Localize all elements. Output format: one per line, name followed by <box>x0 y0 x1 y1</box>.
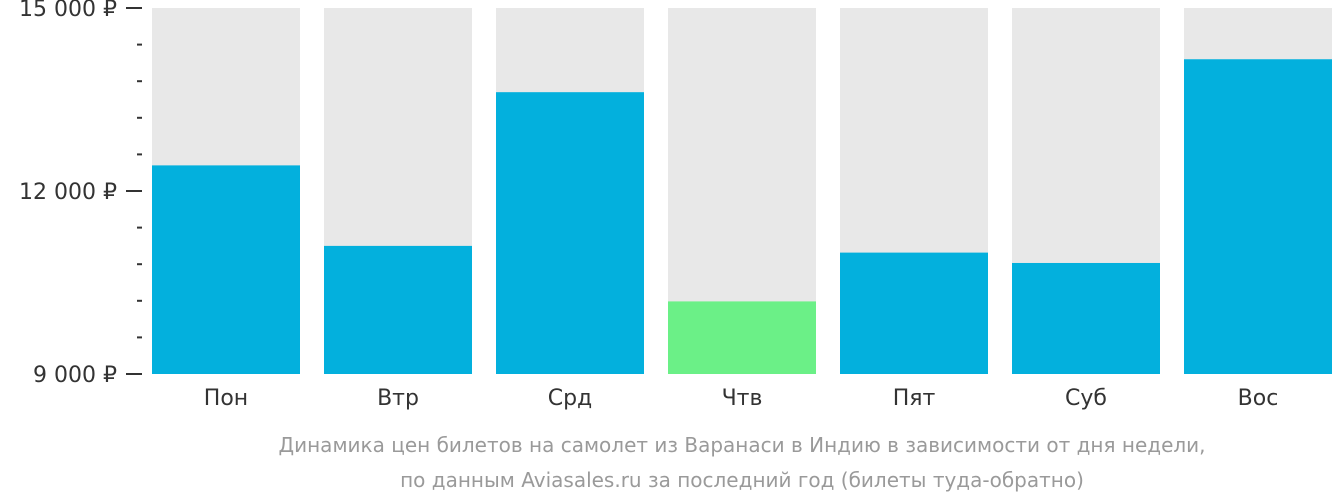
bar <box>152 165 300 374</box>
bar <box>324 245 472 374</box>
x-tick-label: Втр <box>377 386 419 411</box>
y-tick-label: 12 000 ₽ <box>19 180 117 205</box>
bar <box>840 252 988 374</box>
x-tick-label: Пон <box>204 386 248 411</box>
y-tick-label: 9 000 ₽ <box>33 363 117 388</box>
x-axis-labels: Пон Втр Срд Чтв Пят Суб Вос <box>204 386 1279 411</box>
bar <box>1184 59 1332 375</box>
x-tick-label: Вос <box>1238 386 1279 411</box>
caption-line-2: по данным Aviasales.ru за последний год … <box>400 468 1084 492</box>
y-axis: 9 000 ₽ 12 000 ₽ 15 000 ₽ <box>19 0 142 388</box>
bar <box>1012 262 1160 374</box>
x-tick-label: Чтв <box>722 386 763 411</box>
x-tick-label: Пят <box>893 386 936 411</box>
x-tick-label: Суб <box>1065 386 1107 411</box>
y-tick-label: 15 000 ₽ <box>19 0 117 22</box>
bar <box>668 301 816 374</box>
caption-line-1: Динамика цен билетов на самолет из Варан… <box>278 433 1205 457</box>
bars <box>152 59 1332 375</box>
x-tick-label: Срд <box>548 386 593 411</box>
bar <box>496 92 644 375</box>
